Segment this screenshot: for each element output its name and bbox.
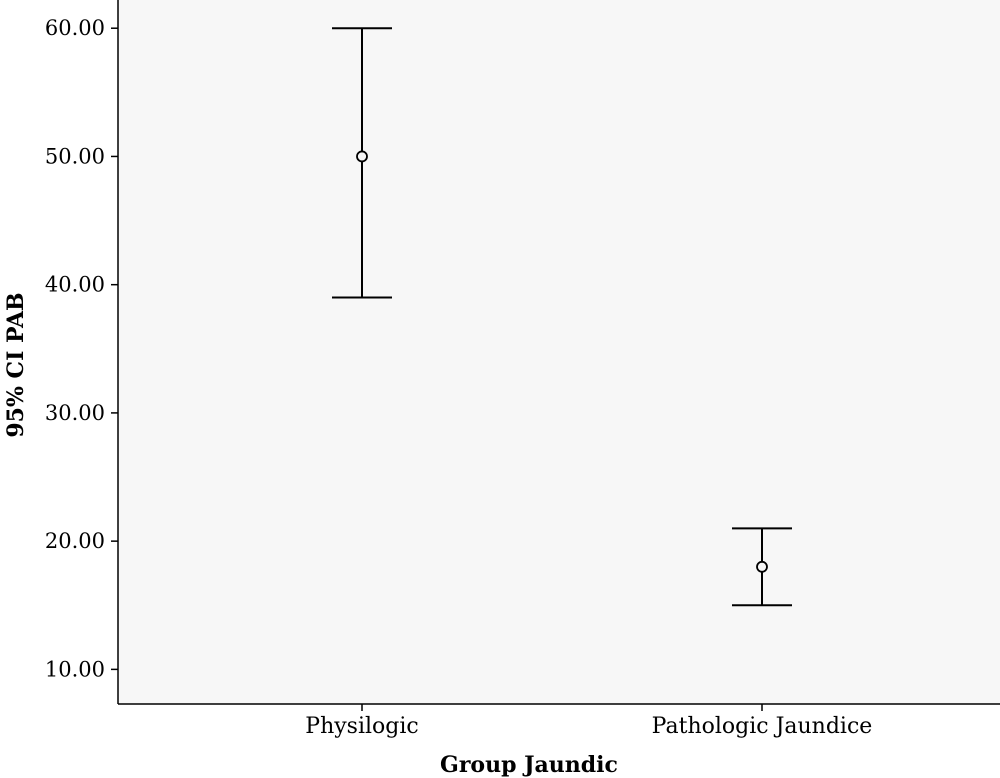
y-axis-title: 95% CI PAB (3, 292, 29, 437)
y-tick-label: 50.00 (45, 144, 105, 168)
y-tick-label: 30.00 (45, 401, 105, 425)
mean-point (756, 560, 768, 573)
mean-point (356, 150, 368, 163)
y-tick-label: 20.00 (45, 529, 105, 553)
x-category-label: Pathologic Jaundice (652, 714, 873, 739)
error-bars (332, 27, 792, 607)
y-axis-ticks: 10.00 20.00 30.00 40.00 50.00 60.00 (45, 16, 118, 681)
x-category-label: Physilogic (305, 714, 418, 739)
x-axis-title: Group Jaundic (440, 752, 618, 778)
plot-area (118, 0, 1000, 704)
x-axis-ticks: Physilogic Pathologic Jaundice (305, 704, 872, 739)
y-tick-label: 10.00 (45, 657, 105, 681)
y-tick-label: 40.00 (45, 273, 105, 297)
y-tick-label: 60.00 (45, 16, 105, 40)
